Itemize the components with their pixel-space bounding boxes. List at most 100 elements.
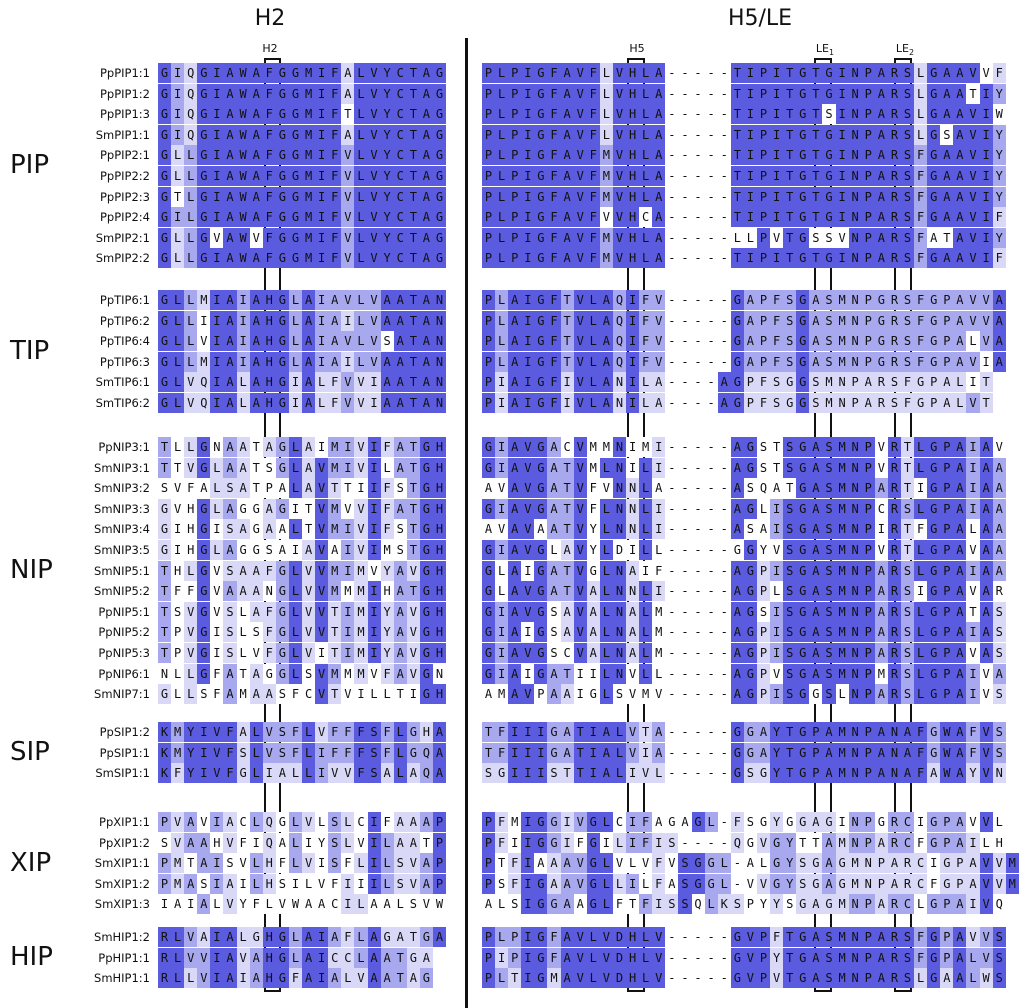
- residue-cell: S: [809, 393, 823, 413]
- residue-cell: A: [249, 393, 263, 413]
- residue-cell: A: [730, 643, 744, 663]
- residue-cell: W: [940, 722, 954, 742]
- residue-cell: G: [236, 540, 250, 560]
- residue-cell: -: [665, 742, 679, 763]
- residue-cell: T: [158, 581, 172, 602]
- residue-cell: I: [979, 145, 993, 166]
- residue-cell: F: [495, 722, 509, 742]
- residue-cell: I: [508, 763, 522, 784]
- residue-cell: G: [275, 498, 289, 519]
- residue-cell: F: [380, 478, 394, 499]
- residue-cell: A: [508, 560, 522, 581]
- residue-cell: H: [626, 145, 640, 166]
- residue-cell: G: [534, 63, 548, 83]
- residue-cell: L: [599, 63, 613, 83]
- residue-cell: I: [367, 812, 381, 832]
- residue-cell: L: [652, 663, 666, 684]
- residue-cell: A: [953, 227, 967, 248]
- residue-cell: W: [236, 63, 250, 83]
- residue-cell: V: [171, 812, 185, 832]
- residue-cell: C: [236, 812, 250, 832]
- residue-cell: P: [482, 968, 496, 989]
- residue-cell: L: [315, 372, 329, 393]
- residue-cell: G: [796, 166, 810, 186]
- residue-cell: I: [521, 927, 535, 947]
- residue-cell: I: [586, 663, 600, 684]
- residue-cell: H: [626, 968, 640, 989]
- residue-cell: V: [573, 812, 587, 832]
- residue-cell: H: [210, 832, 224, 853]
- residue-cell: H: [262, 947, 276, 968]
- residue-cell: Y: [236, 894, 250, 915]
- residue-cell: -: [691, 372, 705, 393]
- residue-cell: C: [914, 853, 928, 874]
- residue-cell: T: [560, 663, 574, 684]
- residue-cell: V: [171, 478, 185, 499]
- residue-cell: G: [275, 145, 289, 166]
- residue-cell: A: [223, 290, 237, 310]
- residue-cell: F: [262, 104, 276, 125]
- residue-cell: L: [288, 560, 303, 581]
- residue-cell: T: [406, 331, 420, 352]
- residue-cell: G: [743, 663, 757, 684]
- residue-cell: A: [979, 457, 993, 478]
- residue-cell: C: [393, 248, 407, 269]
- residue-cell: A: [652, 742, 666, 763]
- residue-cell: A: [393, 457, 407, 478]
- residue-cell: M: [547, 968, 561, 989]
- residue-cell: F: [547, 227, 561, 248]
- residue-cell: T: [966, 83, 980, 104]
- residue-cell: I: [354, 478, 368, 499]
- residue-cell: A: [626, 560, 640, 581]
- residue-cell: -: [704, 663, 718, 684]
- residue-cell: P: [756, 560, 771, 581]
- family-label-nip: NIP: [10, 554, 53, 585]
- residue-cell: I: [521, 331, 535, 352]
- residue-cell: A: [887, 873, 901, 894]
- residue-cell: V: [652, 351, 666, 372]
- residue-cell: G: [796, 186, 810, 207]
- residue-cell: G: [730, 742, 744, 763]
- residue-cell: V: [966, 124, 980, 145]
- residue-cell: Y: [770, 812, 784, 832]
- residue-cell: R: [887, 519, 901, 540]
- residue-cell: V: [599, 947, 613, 968]
- residue-cell: -: [717, 947, 731, 968]
- residue-cell: P: [940, 684, 954, 705]
- residue-cell: -: [717, 581, 731, 602]
- residue-cell: S: [901, 663, 915, 684]
- residue-cell: H: [626, 227, 640, 248]
- residue-cell: A: [730, 581, 744, 602]
- residue-cell: G: [534, 968, 548, 989]
- residue-cell: I: [210, 643, 224, 663]
- residue-cell: A: [599, 372, 613, 393]
- residue-cell: F: [547, 207, 561, 228]
- residue-cell: I: [315, 351, 329, 372]
- residue-cell: A: [302, 331, 316, 352]
- residue-cell: T: [809, 124, 823, 145]
- residue-cell: I: [770, 248, 784, 269]
- residue-cell: S: [367, 763, 381, 784]
- residue-cell: S: [249, 622, 263, 643]
- residue-cell: A: [249, 124, 263, 145]
- residue-cell: A: [547, 873, 561, 894]
- residue-cell: A: [953, 763, 967, 784]
- residue-cell: A: [560, 227, 574, 248]
- residue-cell: A: [809, 351, 823, 372]
- residue-cell: G: [796, 622, 810, 643]
- residue-cell: V: [966, 104, 980, 125]
- residue-cell: V: [354, 393, 368, 413]
- residue-cell: V: [367, 560, 381, 581]
- residue-cell: F: [210, 663, 224, 684]
- residue-cell: P: [861, 663, 875, 684]
- residue-cell: -: [678, 663, 692, 684]
- residue-cell: G: [743, 601, 757, 622]
- residue-cell: W: [288, 894, 303, 915]
- residue-cell: I: [835, 104, 849, 125]
- residue-cell: F: [328, 248, 342, 269]
- residue-cell: A: [223, 63, 237, 83]
- residue-cell: N: [612, 622, 627, 643]
